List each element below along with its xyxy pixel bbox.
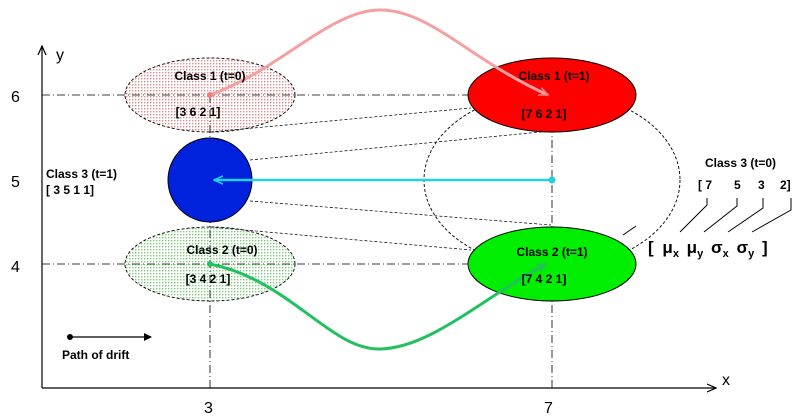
formula-mu-x: μ bbox=[662, 238, 672, 257]
class3-t1-vector: [ 3 5 1 1] bbox=[46, 183, 94, 197]
class2-t1-vector: [7 4 2 1] bbox=[522, 272, 567, 286]
formula-sub-y2: y bbox=[748, 248, 755, 260]
class3-t0-vector-sx: 3 bbox=[758, 178, 765, 192]
x-tick-7: 7 bbox=[544, 400, 553, 417]
x-axis-label: x bbox=[722, 372, 730, 389]
class2-t0-label: Class 2 (t=0) bbox=[186, 243, 257, 257]
class3-t1-label: Class 3 (t=1) bbox=[46, 167, 117, 181]
formula-sub-y1: y bbox=[697, 248, 704, 260]
tangent-line-3 bbox=[249, 200, 552, 226]
class1-t1-vector: [7 6 2 1] bbox=[522, 107, 567, 121]
connector-to-ellipse bbox=[622, 225, 637, 236]
class1-drift-path bbox=[209, 8, 548, 97]
class3-t0-vector-mux: [ 7 bbox=[698, 178, 712, 192]
y-tick-4: 4 bbox=[11, 259, 20, 276]
y-tick-5: 5 bbox=[11, 174, 20, 191]
y-tick-6: 6 bbox=[11, 89, 20, 106]
formula-sub-x2: x bbox=[723, 248, 730, 260]
class3-t0-label: Class 3 (t=0) bbox=[705, 156, 776, 170]
class1-t0-vector: [3 6 2 1] bbox=[176, 105, 221, 119]
formula-mu-y: μ bbox=[687, 238, 697, 257]
parameter-formula: [ μx μy σx σy ] bbox=[648, 238, 768, 261]
formula-sigma-y: σ bbox=[736, 238, 748, 257]
formula-sigma-x: σ bbox=[711, 238, 723, 257]
tangent-line-2 bbox=[249, 130, 552, 161]
y-axis-label: y bbox=[56, 47, 64, 64]
tangent-line-1 bbox=[209, 107, 472, 133]
class2-drift-path bbox=[209, 262, 546, 351]
connector-muy bbox=[703, 198, 738, 233]
class1-t1-label: Class 1 (t=1) bbox=[518, 69, 589, 83]
formula-sub-x1: x bbox=[673, 248, 680, 260]
legend-label: Path of drift bbox=[62, 348, 129, 362]
class3-t0-vector-sy: 2] bbox=[780, 178, 791, 192]
x-tick-3: 3 bbox=[204, 400, 213, 417]
class3-t0-center bbox=[548, 176, 556, 184]
class3-t0-vector-muy: 5 bbox=[734, 178, 741, 192]
formula-open-bracket: [ bbox=[648, 238, 654, 257]
formula-close-bracket: ] bbox=[762, 238, 768, 257]
connector-mux bbox=[679, 198, 708, 233]
class2-t1-ellipse bbox=[467, 226, 637, 302]
class2-t0-center bbox=[207, 261, 213, 267]
connector-sy bbox=[751, 198, 792, 233]
class2-t0-vector: [3 4 2 1] bbox=[186, 272, 231, 286]
class1-t0-center bbox=[207, 92, 213, 98]
class2-t1-label: Class 2 (t=1) bbox=[516, 245, 587, 259]
class1-t0-label: Class 1 (t=0) bbox=[174, 69, 245, 83]
connector-sx bbox=[727, 198, 764, 233]
tangent-line-4 bbox=[209, 226, 472, 251]
